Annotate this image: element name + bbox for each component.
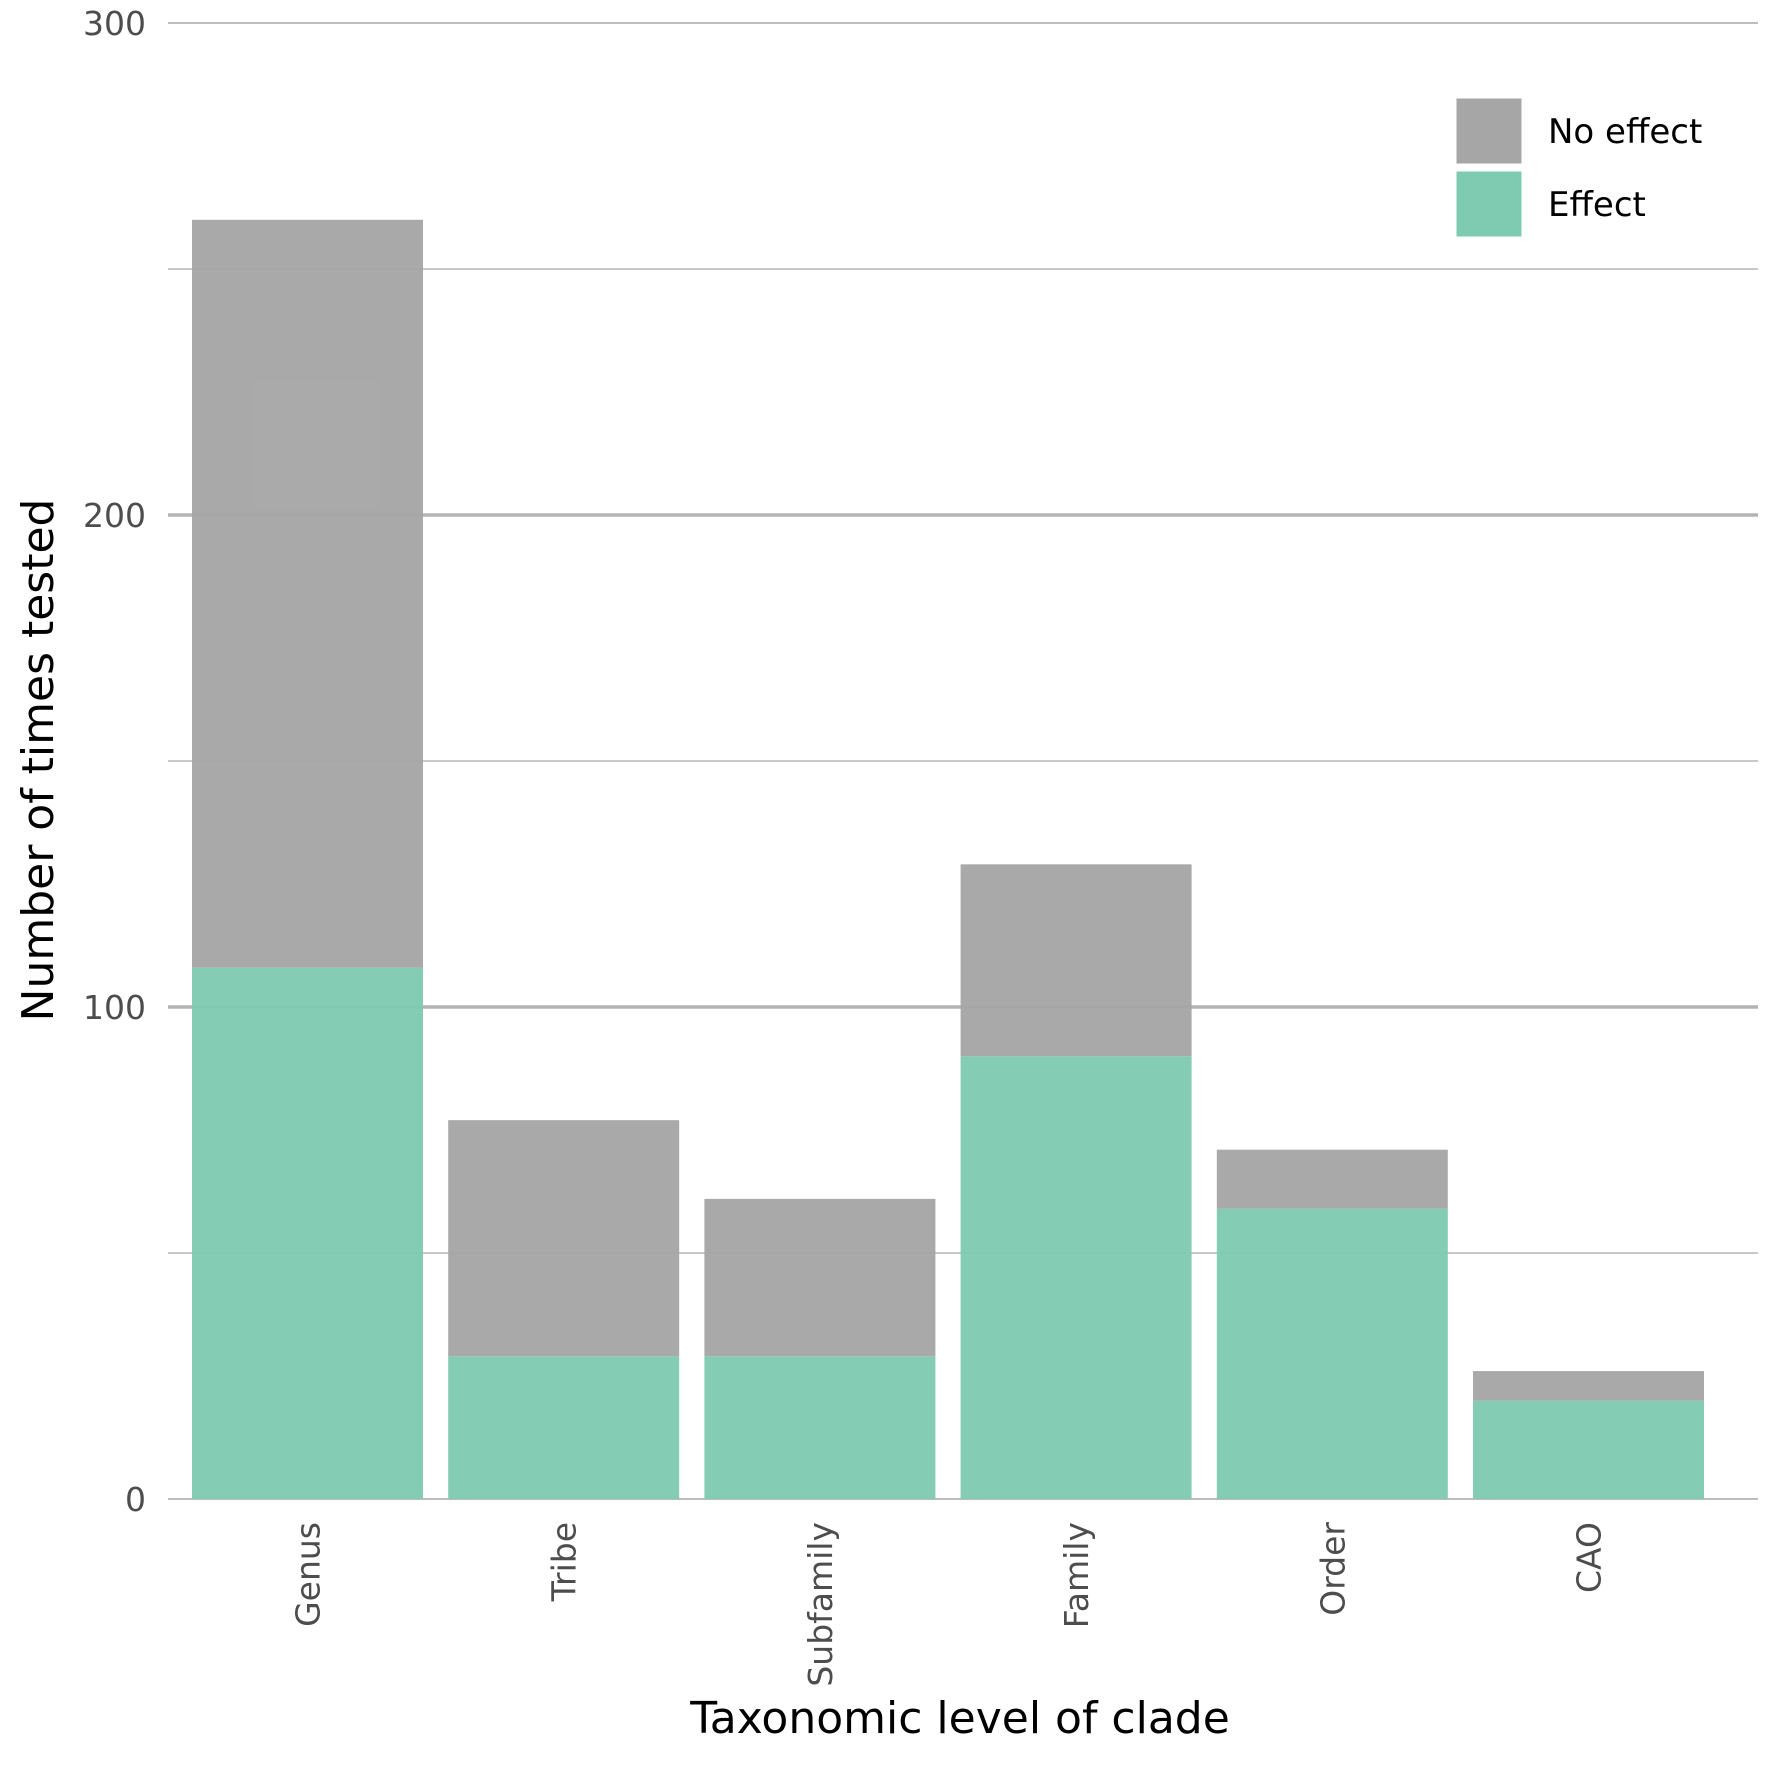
y-axis-title: Number of times tested (13, 499, 64, 1022)
x-tick-label: Subfamily (801, 1522, 840, 1687)
bar-no-effect-family (960, 864, 1192, 1057)
legend-key-no-effect (1453, 95, 1525, 167)
legend-label-no-effect: No effect (1548, 112, 1702, 152)
bar-effect-tribe (448, 1356, 680, 1499)
bar-no-effect-order (1216, 1149, 1448, 1209)
bar-no-effect-cao (1473, 1371, 1704, 1401)
bar-effect-cao (1473, 1400, 1704, 1499)
y-tick-label: 100 (83, 988, 146, 1027)
bar-effect-subfamily (704, 1356, 936, 1499)
x-tick-label: Tribe (545, 1522, 584, 1602)
legend-label-effect: Effect (1548, 185, 1646, 225)
x-tick-label: Order (1313, 1522, 1352, 1616)
x-axis-title: Taxonomic level of clade (689, 1693, 1230, 1744)
x-tick-label: Family (1057, 1522, 1096, 1628)
legend-key-effect (1453, 168, 1525, 240)
bar-effect-genus (192, 967, 423, 1499)
legend: No effect Effect (1453, 95, 1702, 240)
bars-layer (192, 219, 1704, 1499)
x-axis-ticks: Genus Tribe Subfamily Family Order CAO (289, 1522, 1609, 1687)
bar-no-effect-tribe (448, 1120, 680, 1357)
x-tick-label: Genus (289, 1522, 328, 1627)
bar-effect-family (960, 1056, 1192, 1499)
y-tick-label: 0 (125, 1480, 146, 1519)
bar-effect-order (1216, 1208, 1448, 1499)
bar-no-effect-subfamily (704, 1198, 936, 1357)
bar-no-effect-genus (192, 219, 423, 968)
y-tick-label: 300 (83, 4, 146, 43)
y-axis-ticks: 0 100 200 300 (83, 4, 146, 1519)
y-tick-label: 200 (83, 496, 146, 535)
x-tick-label: CAO (1570, 1522, 1609, 1593)
